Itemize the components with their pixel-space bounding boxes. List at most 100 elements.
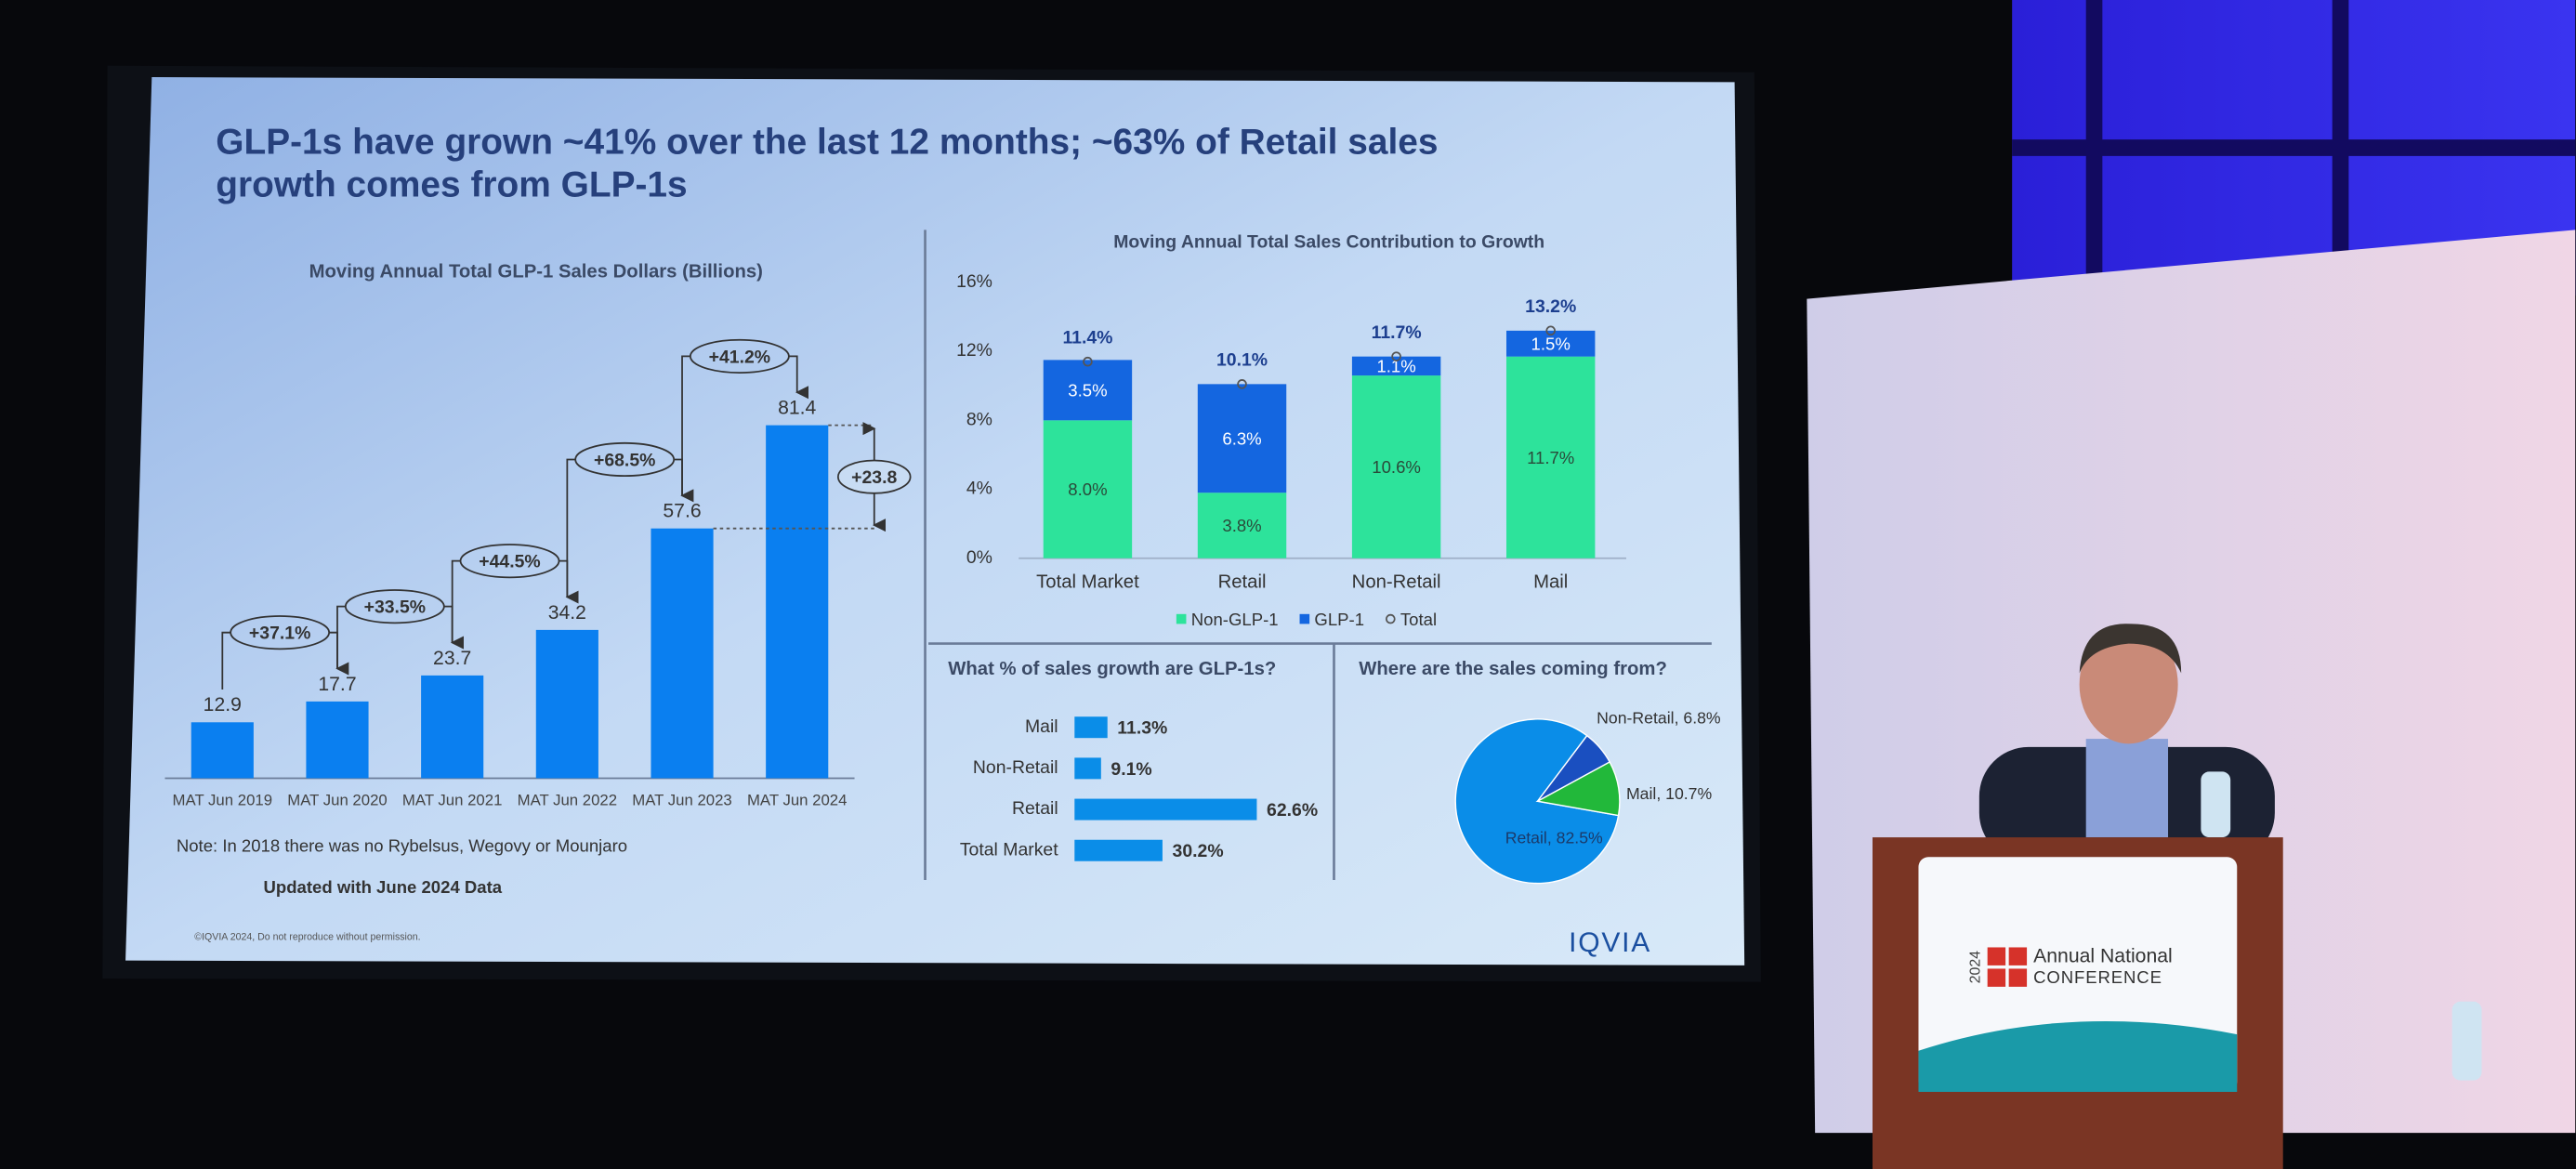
growth-label: +68.5% [594, 450, 655, 470]
bar [306, 701, 369, 779]
speaker-hair [2079, 624, 2182, 674]
value-label: 81.4 [778, 398, 816, 419]
segment-label: 3.8% [1222, 516, 1261, 535]
y-tick-label: 4% [966, 479, 992, 499]
legend-label: Non-GLP-1 [1191, 610, 1279, 629]
chart-title: Where are the sales coming from? [1359, 659, 1667, 679]
value-label: 9.1% [1111, 759, 1151, 780]
bottle [2451, 1001, 2482, 1081]
growth-bubble [344, 589, 445, 624]
segment-label: 10.6% [1372, 457, 1421, 477]
logo-square [1987, 947, 2006, 965]
chart-title: Moving Annual Total GLP-1 Sales Dollars … [309, 262, 763, 282]
total-marker [1083, 356, 1093, 367]
podium-wave [1918, 1020, 2238, 1092]
difference-bubble [836, 459, 912, 494]
legend-label: GLP-1 [1314, 610, 1364, 629]
connector [681, 355, 690, 496]
podium-text: Annual National [2033, 946, 2173, 967]
connector [221, 631, 231, 690]
total-label: 11.7% [1372, 322, 1422, 343]
copyright: ©IQVIA 2024, Do not reproduce without pe… [194, 932, 420, 943]
growth-bubble [230, 615, 331, 650]
pie-label: Mail, 10.7% [1626, 784, 1713, 803]
value-label: 30.2% [1173, 841, 1224, 861]
legend-swatch [1299, 613, 1310, 624]
bar-segment [1197, 384, 1287, 493]
x-tick-label: Retail [1218, 572, 1267, 593]
value-label: 34.2 [548, 602, 586, 624]
chart-title: Moving Annual Total Sales Contribution t… [1113, 232, 1544, 253]
bar-segment [1197, 493, 1287, 558]
x-tick-label: MAT Jun 2022 [518, 792, 618, 809]
segment-label: 11.7% [1527, 448, 1574, 467]
growth-label: +37.1% [249, 624, 310, 644]
logo-square [2008, 947, 2028, 965]
difference-label: +23.8 [851, 467, 897, 488]
note: Note: In 2018 there was no Rybelsus, Weg… [177, 836, 627, 856]
growth-bubble [459, 544, 560, 579]
value-label: 17.7 [318, 674, 356, 695]
total-marker [1237, 379, 1247, 389]
y-tick-label: Retail [1012, 798, 1058, 819]
x-tick-label: MAT Jun 2021 [402, 792, 503, 809]
x-tick-label: Mail [1533, 572, 1568, 593]
value-label: 12.9 [204, 694, 242, 716]
connector [451, 559, 461, 643]
pie-label: Non-Retail, 6.8% [1597, 709, 1721, 728]
segment-label: 1.5% [1531, 334, 1571, 353]
growth-label: +33.5% [364, 598, 426, 618]
bar [1074, 757, 1101, 780]
value-label: 23.7 [433, 648, 471, 669]
growth-label: +44.5% [479, 552, 540, 572]
slide [125, 77, 1745, 965]
logo-square [2008, 968, 2028, 987]
value-label: 11.3% [1117, 718, 1167, 739]
bar [766, 425, 829, 779]
connector [788, 355, 809, 400]
growth-bubble [689, 338, 790, 374]
pie-slice [1535, 761, 1621, 817]
bar-segment [1043, 420, 1133, 558]
segment-label: 6.3% [1222, 428, 1261, 448]
y-tick-label: 0% [966, 547, 992, 568]
segment-label: 1.1% [1376, 357, 1415, 376]
podium-year: 2024 [1968, 951, 1984, 984]
bar [1074, 716, 1108, 739]
slide-title: GLP-1s have grown ~41% over the last 12 … [216, 123, 1438, 163]
x-tick-label: MAT Jun 2020 [287, 792, 388, 809]
podium-text: CONFERENCE [2033, 967, 2162, 987]
bar-segment [1351, 375, 1441, 558]
x-tick-label: MAT Jun 2024 [747, 792, 848, 809]
update-note: Updated with June 2024 Data [263, 877, 502, 897]
y-tick-label: 16% [956, 271, 992, 292]
total-label: 10.1% [1216, 350, 1268, 371]
total-marker [1545, 325, 1556, 336]
y-tick-label: Non-Retail [973, 757, 1058, 778]
bar [191, 722, 254, 779]
logo-square [1987, 968, 2006, 987]
legend-label: Total [1400, 610, 1437, 629]
connector [566, 458, 576, 598]
logo: IQVIA [1569, 927, 1651, 958]
x-tick-label: MAT Jun 2023 [632, 792, 732, 809]
total-label: 13.2% [1525, 296, 1576, 317]
growth-label: +41.2% [709, 347, 770, 367]
chart-title: What % of sales growth are GLP-1s? [948, 659, 1276, 679]
slide-title: growth comes from GLP-1s [216, 165, 687, 205]
legend-swatch [1386, 613, 1396, 624]
x-tick-label: Total Market [1036, 572, 1139, 593]
bar [651, 528, 714, 779]
connector [336, 605, 346, 669]
growth-bubble [574, 441, 676, 478]
x-tick-label: MAT Jun 2019 [173, 792, 272, 809]
value-label: 57.6 [663, 501, 701, 522]
legend-swatch [1176, 613, 1187, 624]
speaker-shirt [2085, 739, 2169, 838]
bar [535, 629, 598, 779]
backdrop-frame [2012, 0, 2576, 296]
value-label: 62.6% [1267, 800, 1318, 821]
y-tick-label: 12% [956, 340, 992, 361]
